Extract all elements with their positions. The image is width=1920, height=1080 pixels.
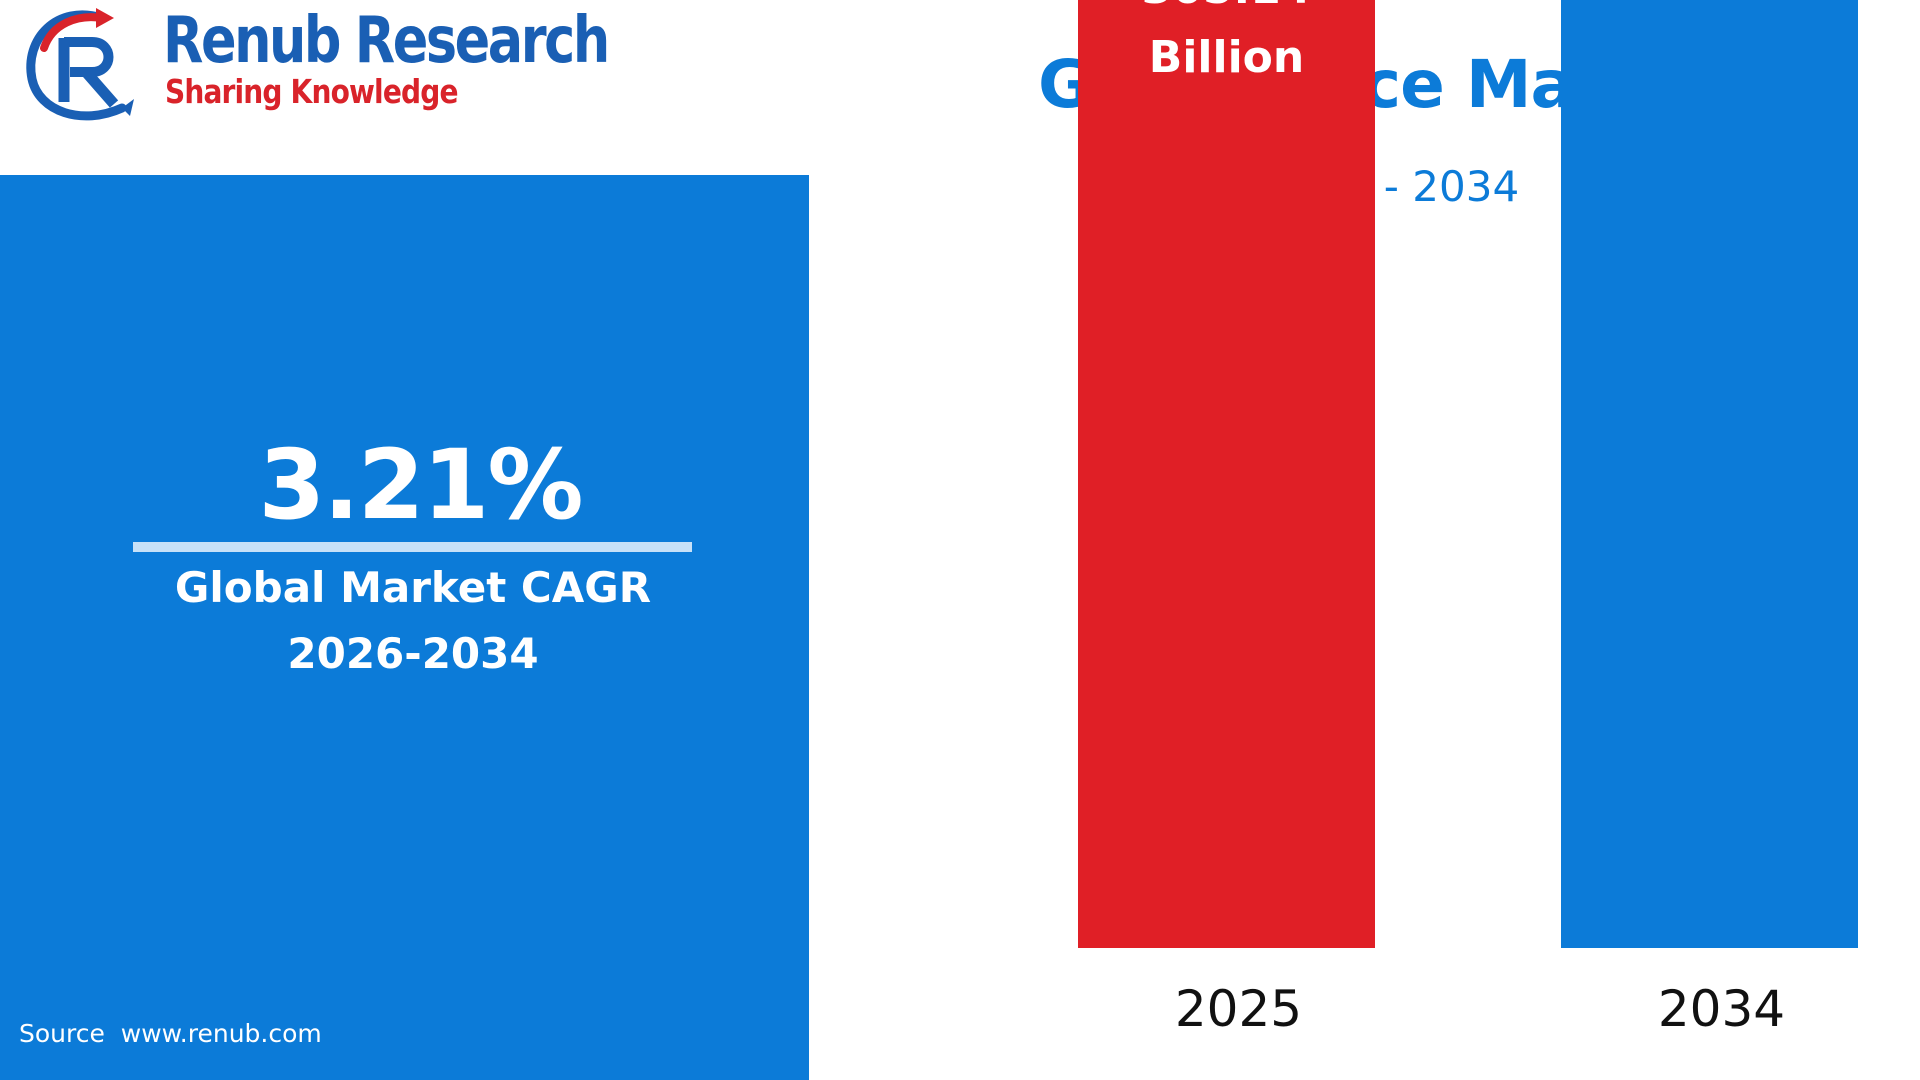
bar-2034	[1561, 0, 1858, 948]
brand-logo[interactable]: Renub Research Sharing Knowledge	[22, 4, 642, 124]
brand-tagline: Sharing Knowledge	[165, 72, 458, 111]
renub-logo-icon	[26, 8, 134, 121]
bar-value-line: 305.14	[1078, 0, 1375, 23]
bar-value-label-2025: US$305.14Billion	[1078, 0, 1375, 93]
source-text: Source www.renub.com	[19, 1019, 322, 1048]
x-tick-label-2034: 2034	[1657, 980, 1786, 1038]
cagr-value: 3.21%	[258, 429, 583, 541]
cagr-label: Global Market CAGR	[174, 563, 652, 612]
brand-name: Renub Research	[163, 4, 610, 78]
cagr-panel: 3.21% Global Market CAGR 2026-2034 Sourc…	[0, 175, 809, 1080]
cagr-divider	[133, 542, 692, 552]
bar-value-line: Billion	[1148, 32, 1305, 84]
bar-2025	[1078, 0, 1375, 948]
x-tick-label-2025: 2025	[1174, 980, 1303, 1038]
cagr-period: 2026-2034	[287, 629, 539, 678]
